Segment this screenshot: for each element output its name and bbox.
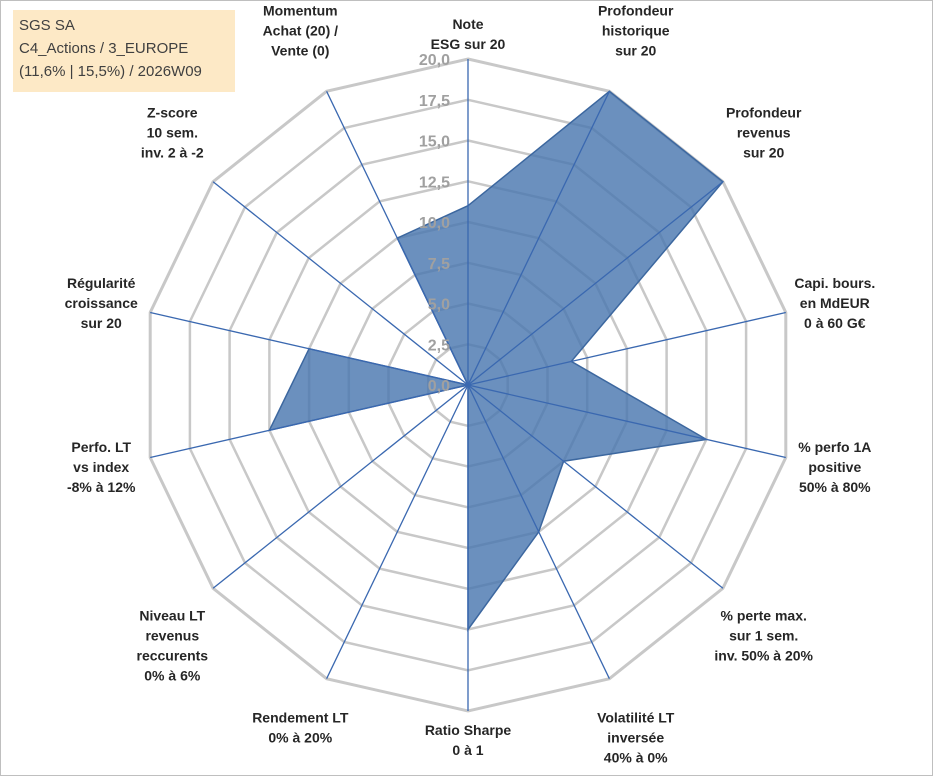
- axis-spoke: [467, 384, 724, 589]
- axis-spoke: [467, 384, 786, 459]
- tick-label: 2,5: [428, 337, 450, 354]
- axis-label-line: Rendement LT: [252, 710, 349, 726]
- performance-week: (11,6% | 15,5%) / 2026W09: [19, 63, 202, 80]
- axis-label-line: 10 sem.: [147, 125, 198, 141]
- axis-label-line: croissance: [65, 295, 138, 311]
- axis-label-line: Profondeur: [726, 105, 802, 121]
- axis-spoke: [326, 384, 469, 679]
- axis-label-line: revenus: [737, 125, 791, 141]
- tick-label: 5,0: [428, 297, 450, 314]
- axis-label-line: ESG sur 20: [431, 36, 506, 52]
- axis-label-line: sur 20: [743, 145, 784, 161]
- axis-label-line: Perfo. LT: [71, 439, 131, 455]
- axis-label-line: Z-score: [147, 105, 198, 121]
- axis-label-line: 40% à 0%: [604, 750, 668, 766]
- axis-spoke: [467, 181, 724, 386]
- axis-label: Ratio Sharpe 0 à 1: [425, 722, 512, 758]
- axis-label: Note ESG sur 20: [431, 16, 506, 52]
- axis-label-line: % perte max.: [721, 607, 807, 623]
- axis-label-line: reccurents: [137, 647, 209, 663]
- axis-label-line: revenus: [145, 627, 199, 643]
- axis-spoke: [467, 91, 610, 386]
- axis-label: % perte max. sur 1 sem. inv. 50% à 20%: [714, 607, 813, 663]
- axis-label-line: 0 à 1: [452, 742, 483, 758]
- tick-label: 15,0: [419, 134, 450, 151]
- axis-label-line: inv. 50% à 20%: [714, 647, 813, 663]
- axis-label: % perfo 1A positive 50% à 80%: [798, 439, 871, 495]
- tick-label: 17,5: [419, 93, 450, 110]
- axis-label-line: inversée: [607, 730, 664, 746]
- axis-label-line: -8% à 12%: [67, 479, 136, 495]
- axis-label-line: Volatilité LT: [597, 710, 675, 726]
- company-name: SGS SA: [19, 17, 75, 34]
- axis-label-line: vs index: [73, 459, 129, 475]
- axis-label-line: Niveau LT: [139, 607, 205, 623]
- axis-label-line: sur 1 sem.: [729, 627, 798, 643]
- chart-title-box: SGS SA C4_Actions / 3_EUROPE (11,6% | 15…: [13, 10, 235, 92]
- axis-label: Momentum Achat (20) / Vente (0): [263, 2, 339, 58]
- axis-label-line: Achat (20) /: [263, 22, 339, 38]
- portfolio-path: C4_Actions / 3_EUROPE: [19, 40, 189, 57]
- axis-label: Capi. bours. en MdEUR 0 à 60 G€: [794, 275, 875, 331]
- axis-label-line: sur 20: [615, 42, 656, 58]
- axis-label-line: Régularité: [67, 275, 136, 291]
- tick-label: 12,5: [419, 174, 450, 191]
- tick-label: 7,5: [428, 256, 450, 273]
- axis-label-line: Vente (0): [271, 42, 329, 58]
- axis-label: Profondeur revenus sur 20: [726, 105, 802, 161]
- axis-label-line: 0 à 60 G€: [804, 315, 866, 331]
- tick-label: 20,0: [419, 52, 450, 69]
- axis-label: Z-score 10 sem. inv. 2 à -2: [141, 105, 204, 161]
- axis-label-line: Capi. bours.: [794, 275, 875, 291]
- axis-label-line: 50% à 80%: [799, 479, 871, 495]
- axis-label-line: 0% à 20%: [268, 730, 332, 746]
- axis-label: Profondeur historique sur 20: [598, 2, 674, 58]
- tick-label: 0,0: [428, 378, 450, 395]
- axis-label-line: % perfo 1A: [798, 439, 871, 455]
- axis-label-line: Ratio Sharpe: [425, 722, 512, 738]
- axis-spoke: [212, 181, 469, 386]
- axis-spoke: [150, 384, 469, 459]
- axis-label-line: Profondeur: [598, 2, 674, 18]
- axis-spoke: [467, 311, 786, 386]
- axis-label-line: en MdEUR: [800, 295, 870, 311]
- axis-label: Volatilité LT inversée 40% à 0%: [597, 710, 675, 766]
- axis-label-line: positive: [808, 459, 861, 475]
- axis-label: Régularité croissance sur 20: [65, 275, 138, 331]
- axis-label-line: Momentum: [263, 2, 338, 18]
- axis-label: Perfo. LT vs index -8% à 12%: [67, 439, 136, 495]
- series-area: [268, 90, 724, 632]
- axis-label-line: Note: [452, 16, 483, 32]
- axis-label-line: historique: [602, 22, 670, 38]
- axis-label: Niveau LT revenus reccurents 0% à 6%: [137, 607, 209, 683]
- axis-label-line: inv. 2 à -2: [141, 145, 204, 161]
- tick-label: 10,0: [419, 215, 450, 232]
- axis-label-line: sur 20: [81, 315, 122, 331]
- axis-label-line: 0% à 6%: [144, 667, 201, 683]
- axis-label: Rendement LT 0% à 20%: [252, 710, 349, 746]
- axis-spoke: [212, 384, 469, 589]
